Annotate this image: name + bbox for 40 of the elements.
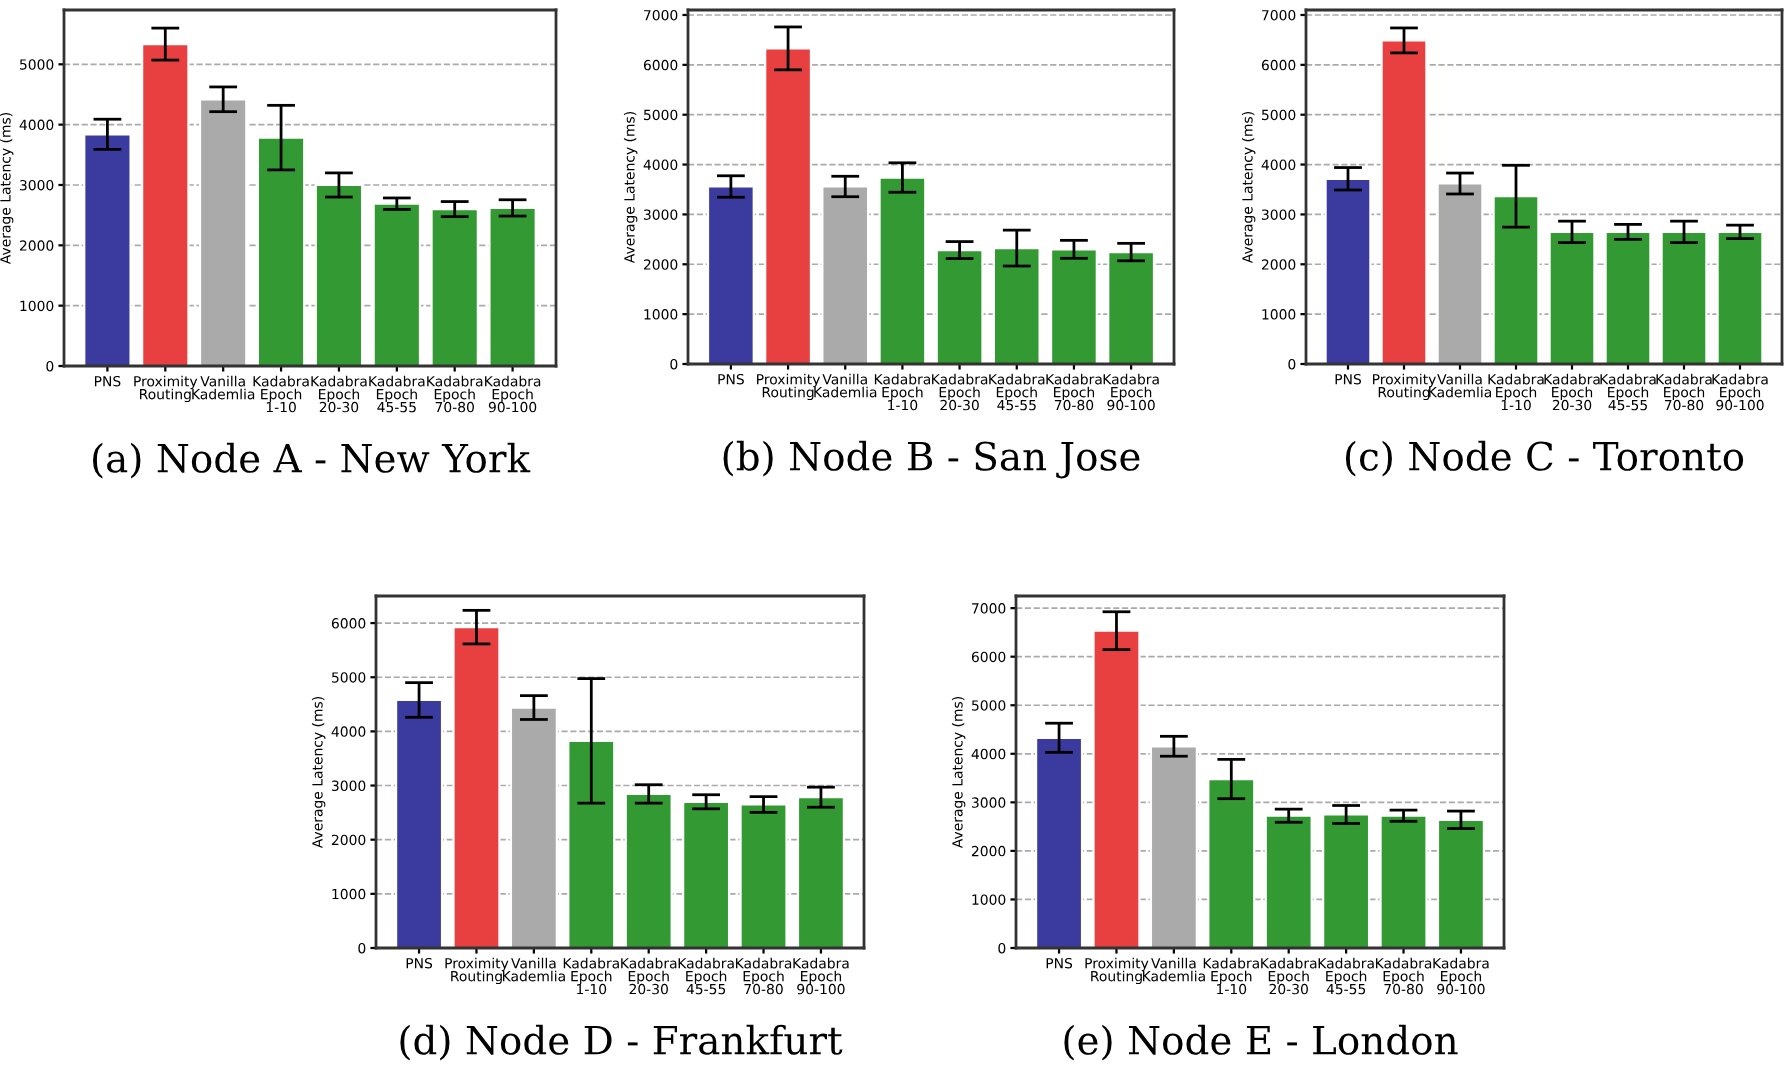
bar	[83, 133, 132, 366]
bar	[1324, 177, 1372, 364]
bar	[935, 248, 984, 364]
x-axis-title: (b) Node B - San Jose	[723, 440, 1140, 479]
bar	[1207, 777, 1256, 948]
bar	[739, 803, 788, 948]
bar	[706, 185, 755, 364]
bar	[314, 183, 364, 366]
bar	[394, 698, 444, 948]
bar	[567, 739, 616, 948]
bar	[488, 206, 537, 366]
bar	[1034, 736, 1084, 948]
bar	[1092, 629, 1141, 948]
bar	[452, 626, 501, 948]
bar	[256, 136, 306, 366]
x-axis-title: (d) Node D - Frankfurt	[400, 1024, 843, 1061]
x-axis-title: (e) Node E - London	[1064, 1024, 1458, 1061]
x-axis-title: (c) Node C - Toronto	[1345, 440, 1744, 477]
bar	[430, 208, 479, 366]
bar	[1107, 250, 1156, 364]
bar	[1548, 230, 1596, 364]
bar	[1660, 230, 1708, 364]
bar	[992, 246, 1041, 364]
bar	[878, 176, 927, 364]
bar	[624, 792, 673, 948]
bar	[682, 800, 731, 948]
bar	[372, 202, 422, 366]
bar	[796, 796, 846, 948]
bar	[764, 47, 813, 364]
bar	[1379, 814, 1428, 948]
bar	[1264, 814, 1313, 948]
bar	[1322, 813, 1371, 948]
bar	[1716, 230, 1764, 364]
bar	[141, 42, 190, 366]
bar	[1380, 39, 1428, 364]
bar	[1436, 818, 1486, 948]
bar	[1049, 248, 1098, 364]
bar	[1604, 230, 1652, 364]
bar	[1492, 195, 1540, 364]
x-axis-title: (a) Node A - New York	[93, 442, 531, 479]
